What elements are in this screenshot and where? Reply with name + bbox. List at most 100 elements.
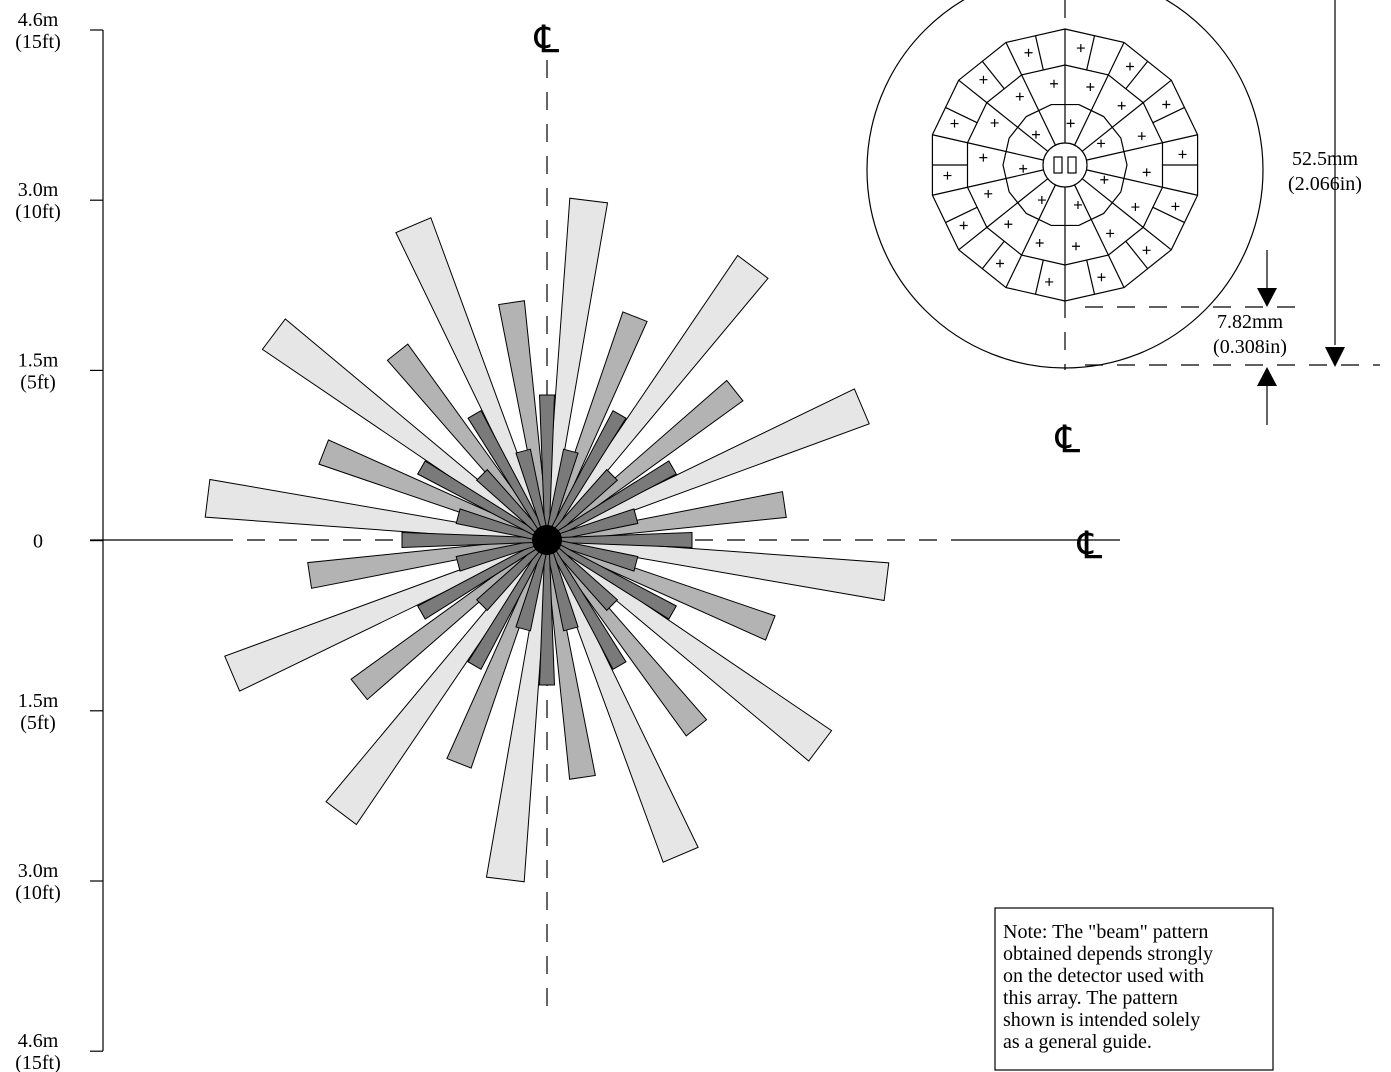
focal-point (1100, 175, 1109, 184)
lens-segment (1074, 74, 1109, 146)
lens-segment (932, 186, 968, 196)
sensor-element (1053, 156, 1063, 174)
scale-label: (10ft) (15, 201, 61, 223)
lens-segment (981, 240, 1005, 270)
lens-segment (967, 142, 1044, 161)
focal-point (1035, 238, 1044, 247)
focal-point (1142, 246, 1151, 255)
focal-point (1162, 100, 1171, 109)
focal-point (1117, 101, 1126, 110)
lens-segment (1005, 254, 1023, 288)
focal-point (1045, 277, 1054, 286)
lens-segment (1152, 206, 1186, 224)
centerline-label: ℄ (1055, 417, 1081, 461)
note-line: Note: The "beam" pattern (1003, 921, 1208, 943)
lens-segment (1107, 42, 1125, 76)
lens-inset (866, 0, 1264, 370)
note-box (994, 907, 1274, 1071)
focal-point (1076, 44, 1085, 53)
focal-point (1072, 242, 1081, 251)
focal-point (1171, 202, 1180, 211)
lens-segment (1081, 102, 1144, 152)
focal-point (1126, 62, 1135, 71)
lens-segment (1107, 254, 1125, 288)
note-line: this array. The pattern (1003, 987, 1178, 1009)
lens-segment (1086, 169, 1163, 188)
lens-segment (958, 226, 988, 251)
arrow (1325, 347, 1345, 367)
arrow (1257, 367, 1277, 386)
focal-point (1097, 273, 1106, 282)
lens-segment (967, 169, 1044, 188)
lens-segment (1085, 259, 1096, 295)
scale-label: 4.6m (18, 1030, 59, 1052)
lens-segment (958, 79, 988, 104)
focal-point (1066, 119, 1075, 128)
focal-point (1106, 229, 1115, 238)
scale-label: (5ft) (20, 371, 56, 393)
lens-segment (1021, 74, 1056, 146)
focal-point (1049, 79, 1058, 88)
focal-point (1086, 83, 1095, 92)
focal-point (1137, 132, 1146, 141)
lens-segment (1081, 178, 1144, 228)
lens-segment (932, 134, 968, 144)
note-line: on the detector used with (1003, 965, 1204, 987)
note-line: obtained depends strongly (1003, 943, 1213, 965)
note-line: shown is intended solely (1003, 1009, 1200, 1031)
focal-point (990, 118, 999, 127)
scale-label: 0 (33, 531, 43, 553)
lens-zone (1002, 103, 1128, 227)
lens-segment (944, 106, 978, 124)
lens-segment (986, 102, 1049, 152)
scale-label: (15ft) (15, 1052, 61, 1072)
dimension-label: (2.066in) (1288, 173, 1362, 195)
focal-point (1142, 168, 1151, 177)
lens-segment (1005, 42, 1023, 76)
focal-point (1004, 220, 1013, 229)
lens-segment (1021, 184, 1056, 256)
dimension-label: (0.308in) (1213, 336, 1287, 358)
scale: 4.6m(15ft)3.0m(10ft)1.5m(5ft)01.5m(5ft)3… (15, 9, 103, 1072)
lens-segment (1085, 35, 1096, 71)
focal-point (995, 259, 1004, 268)
focal-point (1178, 150, 1187, 159)
focal-point (1019, 164, 1028, 173)
dimension-label: 52.5mm (1292, 148, 1359, 170)
lens-segment (1086, 142, 1163, 161)
beam-pattern (204, 197, 890, 883)
scale-label: 4.6m (18, 9, 59, 31)
focal-point (1031, 130, 1040, 139)
focal-point (1131, 203, 1140, 212)
lens-segment (1074, 184, 1109, 256)
lens-segment (1125, 240, 1149, 270)
detector (532, 525, 562, 555)
lens-segment (1162, 134, 1198, 144)
scale-label: (10ft) (15, 882, 61, 904)
focal-point (984, 189, 993, 198)
focal-point (1097, 139, 1106, 148)
centerline-label: ℄ (1077, 523, 1103, 567)
focal-point (1024, 48, 1033, 57)
lens-segment (1034, 259, 1045, 295)
focal-point (979, 75, 988, 84)
lens-segment (1142, 226, 1172, 251)
note-line: as a general guide. (1003, 1031, 1152, 1053)
lens-segment (1125, 60, 1149, 90)
scale-label: 1.5m (18, 690, 59, 712)
lens-segment (1142, 79, 1172, 104)
lens-center (1042, 142, 1088, 188)
lens-segment (1152, 106, 1186, 124)
lens-segment (1034, 35, 1045, 71)
scale-label: 3.0m (18, 179, 59, 201)
focal-point (959, 221, 968, 230)
scale-label: (15ft) (15, 31, 61, 53)
arrow (1257, 288, 1277, 307)
focal-point (979, 153, 988, 162)
focal-point (950, 119, 959, 128)
focal-point (1037, 196, 1046, 205)
lens-segment (1162, 186, 1198, 196)
lens-segment (986, 178, 1049, 228)
